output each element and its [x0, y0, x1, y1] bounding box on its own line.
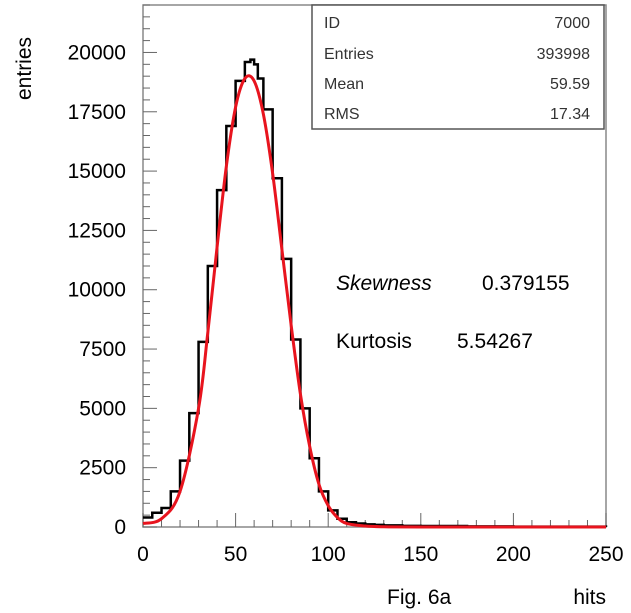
y-tick-label: 5000 — [79, 397, 126, 420]
x-tick-label: 0 — [137, 543, 149, 566]
stat-value-id: 7000 — [554, 15, 590, 32]
x-tick-label: 250 — [588, 543, 623, 566]
stat-label-rms: RMS — [324, 106, 360, 123]
y-tick-label: 15000 — [68, 160, 126, 183]
y-tick-label: 2500 — [79, 457, 126, 480]
y-tick-label: 0 — [114, 516, 126, 539]
y-tick-label: 17500 — [68, 101, 126, 124]
x-tick-label: 50 — [224, 543, 247, 566]
stats-box: ID 7000 Entries 393998 Mean 59.59 RMS 17… — [311, 4, 605, 130]
x-tick-label: 150 — [403, 543, 438, 566]
fit-curve — [142, 74, 606, 529]
y-tick-label: 7500 — [79, 338, 126, 361]
stat-value-mean: 59.59 — [550, 76, 590, 93]
stat-value-entries: 393998 — [537, 46, 590, 63]
kurtosis-label: Kurtosis — [336, 330, 412, 353]
y-tick-label: 10000 — [68, 279, 126, 302]
stat-label-entries: Entries — [324, 46, 374, 63]
skewness-value: 0.379155 — [482, 272, 570, 295]
stat-label-id: ID — [324, 15, 340, 32]
x-tick-label: 200 — [496, 543, 531, 566]
y-tick-label: 20000 — [68, 41, 126, 64]
stats-box-frame — [311, 4, 605, 130]
x-axis: 0 50 100 150 200 250 — [137, 513, 624, 566]
x-axis-title: hits — [573, 586, 606, 609]
y-axis-title: entries — [13, 37, 36, 100]
figure-caption: Fig. 6a — [387, 586, 452, 609]
kurtosis-value: 5.54267 — [457, 330, 533, 353]
skewness-label: Skewness — [336, 272, 432, 295]
x-tick-label: 100 — [311, 543, 346, 566]
y-tick-label: 12500 — [68, 219, 126, 242]
stat-value-rms: 17.34 — [550, 106, 590, 123]
y-axis: 0 2500 5000 7500 10000 12500 15000 17500 20000 — [68, 4, 157, 539]
stat-label-mean: Mean — [324, 76, 364, 93]
